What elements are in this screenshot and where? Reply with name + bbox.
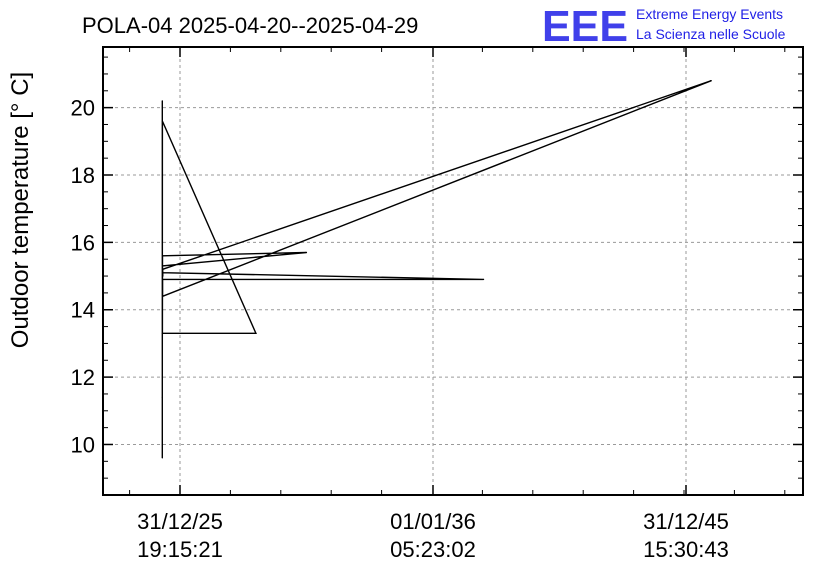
eee-logo-mark: EEE bbox=[542, 2, 628, 51]
axis-ticks bbox=[103, 47, 803, 496]
data-point bbox=[483, 278, 485, 280]
y-tick-label: 14 bbox=[71, 298, 95, 323]
series-line bbox=[161, 80, 712, 458]
series-layer bbox=[161, 80, 712, 459]
y-tick-label: 16 bbox=[71, 230, 95, 255]
data-point bbox=[305, 251, 308, 254]
eee-logo-line1: Extreme Energy Events bbox=[636, 6, 783, 22]
data-point bbox=[161, 265, 164, 267]
y-tick-label: 10 bbox=[71, 432, 95, 457]
data-point bbox=[161, 396, 163, 398]
y-tick-labels: 10 12 14 16 18 20 bbox=[71, 96, 95, 458]
x-tick-label-time: 19:15:21 bbox=[137, 537, 223, 562]
x-tick-labels: 31/12/25 19:15:21 01/01/36 05:23:02 31/12/45… bbox=[137, 509, 729, 562]
data-point bbox=[161, 120, 163, 122]
x-tick-label-date: 31/12/25 bbox=[137, 509, 223, 534]
data-point bbox=[162, 268, 164, 270]
data-point bbox=[710, 80, 712, 82]
data-point bbox=[161, 255, 164, 257]
y-tick-label: 20 bbox=[71, 96, 95, 121]
data-point bbox=[161, 100, 163, 102]
plot-frame bbox=[102, 46, 804, 496]
eee-logo: EEE Extreme Energy Events La Scienza nel… bbox=[542, 2, 786, 51]
data-point bbox=[161, 272, 164, 274]
data-point bbox=[161, 457, 163, 459]
y-tick-label: 12 bbox=[71, 365, 95, 390]
data-point bbox=[162, 295, 164, 297]
x-tick-label-date: 01/01/36 bbox=[390, 509, 476, 534]
data-point bbox=[161, 332, 163, 334]
x-tick-label-time: 15:30:43 bbox=[643, 537, 729, 562]
x-tick-label-time: 05:23:02 bbox=[390, 537, 476, 562]
chart-title: POLA-04 2025-04-20--2025-04-29 bbox=[82, 13, 418, 38]
data-point bbox=[162, 275, 164, 277]
grid bbox=[103, 47, 803, 495]
y-axis-label: Outdoor temperature [° C] bbox=[7, 72, 34, 348]
data-point bbox=[255, 332, 257, 334]
eee-logo-line2: La Scienza nelle Scuole bbox=[636, 26, 786, 42]
x-tick-label-date: 31/12/45 bbox=[643, 509, 729, 534]
y-tick-label: 18 bbox=[71, 163, 95, 188]
data-point bbox=[162, 278, 164, 280]
